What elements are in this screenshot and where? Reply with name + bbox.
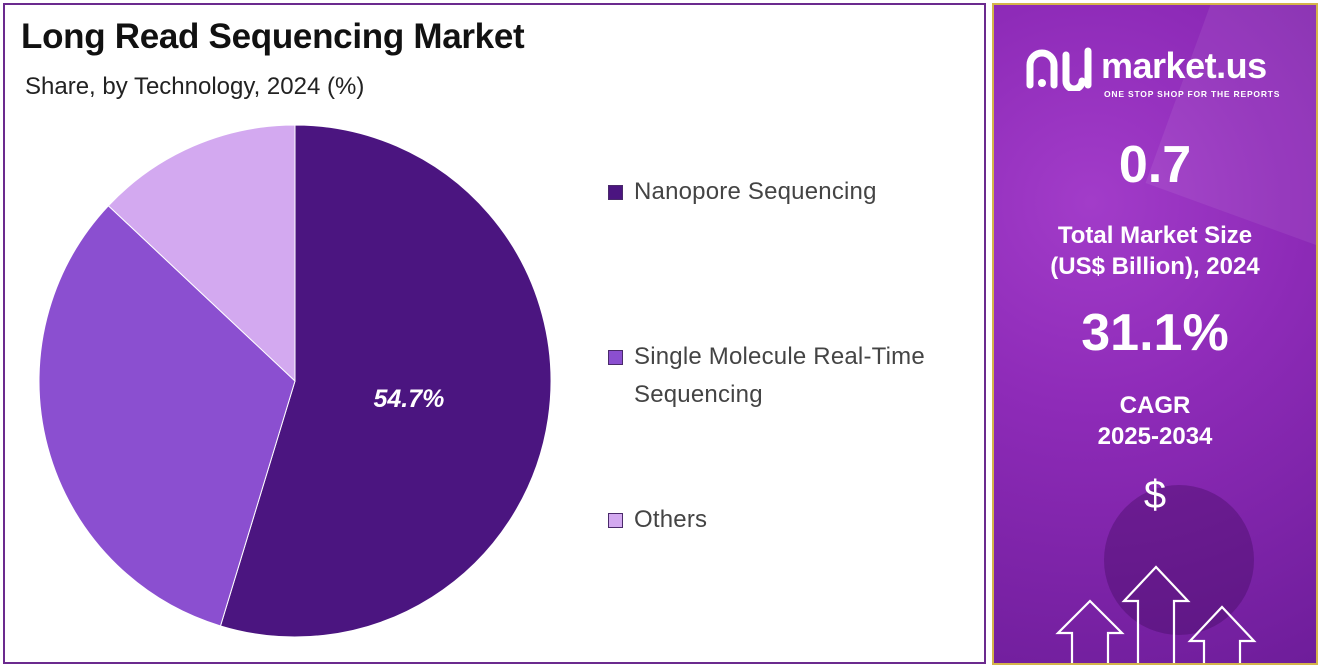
cagr-value: 31.1% bbox=[1081, 304, 1229, 362]
legend-label: Nanopore Sequencing bbox=[634, 178, 877, 205]
legend-label: Single Molecule Real-Time Sequencing bbox=[634, 338, 974, 414]
legend-label-line: Single Molecule Real-Time bbox=[634, 343, 925, 370]
pie-chart: 54.7% bbox=[38, 124, 552, 638]
chart-title: Long Read Sequencing Market bbox=[21, 17, 525, 56]
market-size-label-2: (US$ Billion), 2024 bbox=[1050, 253, 1260, 280]
legend-swatch bbox=[608, 350, 623, 365]
legend-label-line: Sequencing bbox=[634, 381, 763, 408]
legend-swatch bbox=[608, 513, 623, 528]
legend-label: Others bbox=[634, 506, 708, 533]
data-label: 54.7% bbox=[374, 385, 445, 413]
cagr-label-2: 2025-2034 bbox=[1097, 423, 1213, 450]
pie-slice-nanopore bbox=[219, 124, 552, 638]
pie-slice-smrt bbox=[38, 205, 296, 627]
background-decoration bbox=[1104, 485, 1254, 635]
market-size-label-1: Total Market Size bbox=[1057, 222, 1253, 249]
background-decoration bbox=[1145, 5, 1316, 252]
chart-panel: Long Read Sequencing Market Share, by Te… bbox=[3, 3, 986, 664]
chart-subtitle: Share, by Technology, 2024 (%) bbox=[25, 73, 365, 100]
dollar-icon: $ bbox=[1143, 473, 1167, 517]
logo-text: market.us bbox=[1101, 45, 1267, 86]
logo-icon bbox=[1026, 47, 1092, 91]
side-panel: market.us ONE STOP SHOP FOR THE REPORTS … bbox=[992, 3, 1318, 665]
legend-swatch bbox=[608, 185, 623, 200]
logo-tagline: ONE STOP SHOP FOR THE REPORTS bbox=[1104, 89, 1281, 99]
market-size-value: 0.7 bbox=[1118, 136, 1192, 194]
growth-arrows-icon bbox=[1055, 565, 1257, 663]
cagr-label-1: CAGR bbox=[1119, 392, 1191, 419]
pie-slice-others bbox=[107, 124, 296, 383]
